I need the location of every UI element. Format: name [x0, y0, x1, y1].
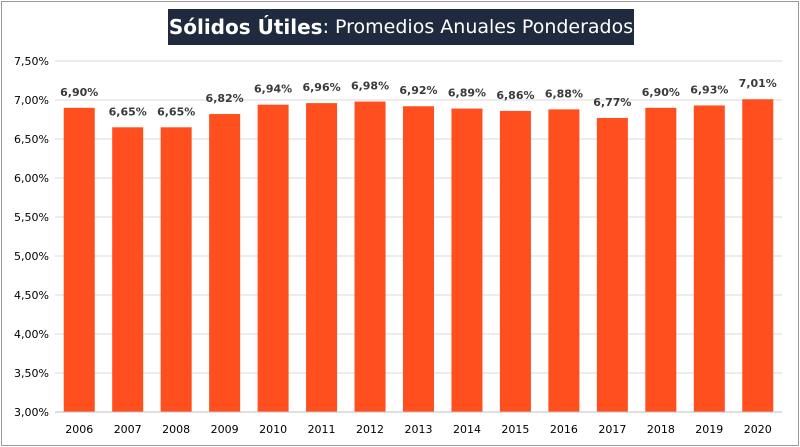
data-label: 6,82% — [206, 92, 244, 105]
bars — [63, 99, 774, 413]
y-tick-label: 4,00% — [14, 328, 49, 341]
data-label: 6,77% — [593, 96, 631, 109]
bar-2019 — [693, 105, 725, 413]
y-tick-label: 5,50% — [14, 211, 49, 224]
chart-title-bold: Sólidos Útiles — [168, 15, 323, 39]
bar-2012 — [354, 101, 386, 412]
bar-2006 — [63, 107, 95, 413]
x-tick-label: 2006 — [65, 423, 93, 436]
chart-title-normal: : Promedios Anuales Ponderados — [322, 16, 634, 38]
bar-2014 — [451, 108, 483, 412]
y-axis-tick-labels: 3,00% 3,50% 4,00% 4,50% 5,00% 5,50% 6,00% 6,50%… — [14, 55, 49, 419]
x-tick-label: 2020 — [744, 423, 772, 436]
bar-2013 — [402, 106, 435, 413]
data-label: 6,93% — [690, 83, 728, 96]
x-tick-label: 2009 — [211, 423, 239, 436]
data-labels: 6,90% 6,65% 6,65% 6,82% 6,94% 6,96% 6,98% 6,92%… — [60, 77, 777, 118]
data-label: 6,86% — [496, 89, 534, 102]
bar-2010 — [257, 104, 289, 413]
data-label: 6,90% — [60, 86, 98, 99]
data-label: 6,65% — [109, 105, 147, 118]
bar-2017 — [596, 117, 628, 412]
bar-2018 — [645, 107, 677, 413]
y-tick-label: 6,00% — [14, 172, 49, 185]
x-tick-label: 2012 — [356, 423, 384, 436]
data-label: 6,92% — [399, 84, 437, 97]
bar-2016 — [548, 109, 580, 413]
bar-2015 — [499, 110, 531, 413]
x-tick-label: 2007 — [114, 423, 142, 436]
x-tick-label: 2015 — [501, 423, 529, 436]
chart-title: Sólidos Útiles: Promedios Anuales Ponder… — [168, 9, 634, 45]
y-tick-label: 6,50% — [14, 133, 49, 146]
x-tick-label: 2018 — [647, 423, 675, 436]
data-label: 6,90% — [642, 86, 680, 99]
data-label: 7,01% — [739, 77, 777, 90]
y-tick-label: 7,00% — [14, 94, 49, 107]
bar-2007 — [112, 127, 144, 413]
y-tick-label: 3,00% — [14, 406, 49, 419]
y-tick-label: 7,50% — [14, 55, 49, 68]
data-label: 6,88% — [545, 87, 583, 100]
x-tick-label: 2008 — [162, 423, 190, 436]
x-tick-label: 2014 — [453, 423, 481, 436]
x-tick-label: 2011 — [308, 423, 336, 436]
x-tick-label: 2017 — [598, 423, 626, 436]
x-axis-tick-labels: 2006 2007 2008 2009 2010 2011 2012 2013 2014 2015… — [65, 423, 772, 436]
y-tick-label: 4,50% — [14, 289, 49, 302]
data-label: 6,89% — [448, 87, 486, 100]
y-tick-label: 5,00% — [14, 250, 49, 263]
x-tick-label: 2016 — [550, 423, 578, 436]
bar-2011 — [306, 103, 338, 413]
bar-2020 — [742, 99, 774, 412]
bar-2009 — [209, 114, 241, 412]
x-tick-label: 2013 — [405, 423, 433, 436]
bar-2008 — [160, 127, 192, 413]
data-label: 6,96% — [302, 81, 340, 94]
data-label: 6,98% — [351, 80, 389, 93]
y-tick-label: 3,50% — [14, 367, 49, 380]
x-tick-label: 2010 — [259, 423, 287, 436]
x-tick-label: 2019 — [695, 423, 723, 436]
data-label: 6,65% — [157, 105, 195, 118]
data-label: 6,94% — [254, 83, 292, 96]
